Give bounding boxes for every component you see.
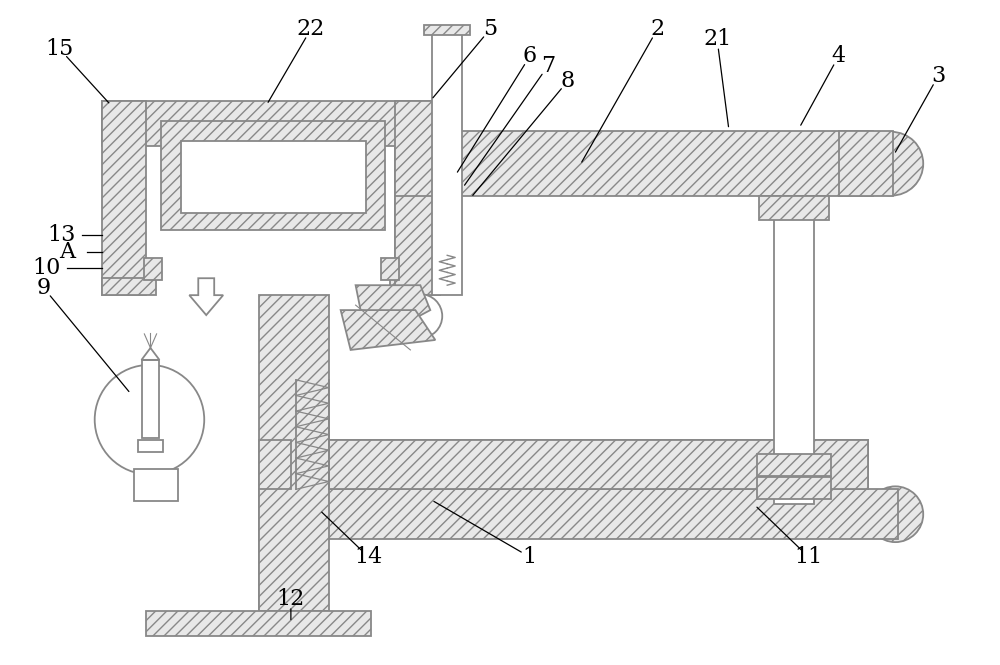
Bar [390,278,440,295]
Circle shape [867,486,923,542]
Polygon shape [189,278,223,315]
Bar [395,101,440,295]
Text: 9: 9 [37,277,51,299]
Text: 1: 1 [523,546,537,568]
Bar [432,31,462,295]
Text: 7: 7 [541,55,555,77]
Circle shape [859,132,923,196]
Bar [102,278,156,295]
Bar [181,141,366,213]
Text: 11: 11 [795,546,823,568]
Text: 6: 6 [523,45,537,67]
Bar [161,121,385,231]
Bar [142,360,159,438]
Bar [381,258,399,280]
Bar [424,25,470,35]
Text: 5: 5 [483,18,497,41]
Text: 15: 15 [46,38,74,61]
Text: 4: 4 [832,45,846,67]
Bar [395,131,873,196]
Polygon shape [291,440,868,489]
Circle shape [398,294,442,338]
Text: A: A [59,241,75,263]
Bar [291,489,898,539]
Bar [138,440,163,452]
Bar [291,440,868,489]
Bar [146,611,371,636]
Polygon shape [341,310,435,350]
Text: 2: 2 [650,18,664,41]
Circle shape [95,365,204,474]
Polygon shape [142,348,159,360]
Bar [757,477,831,499]
Bar [144,258,162,280]
Polygon shape [259,489,291,611]
Text: 14: 14 [354,546,383,568]
Bar [134,469,178,501]
Bar [759,196,829,221]
Text: 13: 13 [48,224,76,247]
Text: 3: 3 [931,65,945,87]
Polygon shape [395,196,440,295]
Text: 8: 8 [561,70,575,92]
Bar [102,101,440,146]
Bar [102,101,146,295]
Polygon shape [356,285,430,318]
Bar [774,196,814,504]
Text: 12: 12 [277,588,305,610]
Bar [259,295,329,611]
Text: 10: 10 [33,257,61,279]
Bar [757,454,831,476]
Text: 22: 22 [297,18,325,41]
Polygon shape [259,440,291,489]
Bar [839,131,893,196]
Text: 21: 21 [703,28,731,51]
